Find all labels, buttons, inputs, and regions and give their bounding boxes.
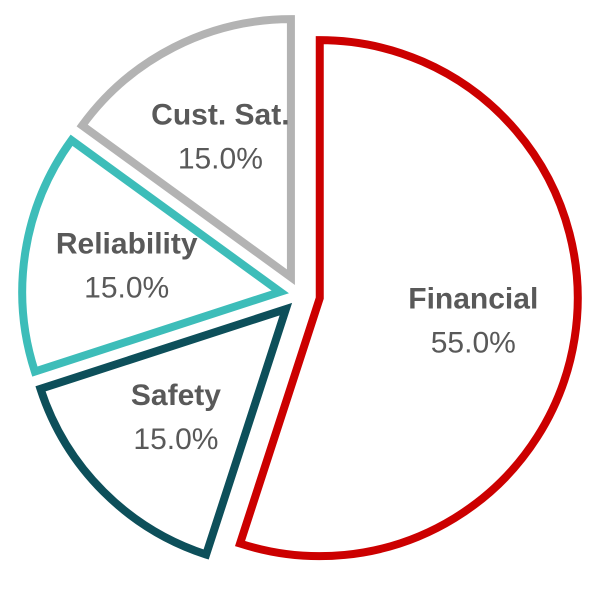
pie-slice — [35, 302, 293, 560]
slice-value-label: 15.0% — [84, 271, 169, 304]
slice-label: Cust. Sat. — [151, 99, 289, 132]
pie-slice — [76, 15, 295, 286]
slice-value-label: 15.0% — [133, 423, 218, 456]
pie-slice — [18, 134, 289, 377]
slice-value-label: 55.0% — [431, 326, 516, 359]
slice-label: Safety — [131, 379, 221, 412]
slice-label: Financial — [408, 282, 538, 315]
slice-value-label: 15.0% — [178, 143, 263, 176]
pie-slice — [234, 36, 582, 561]
slice-label: Reliability — [56, 227, 198, 260]
